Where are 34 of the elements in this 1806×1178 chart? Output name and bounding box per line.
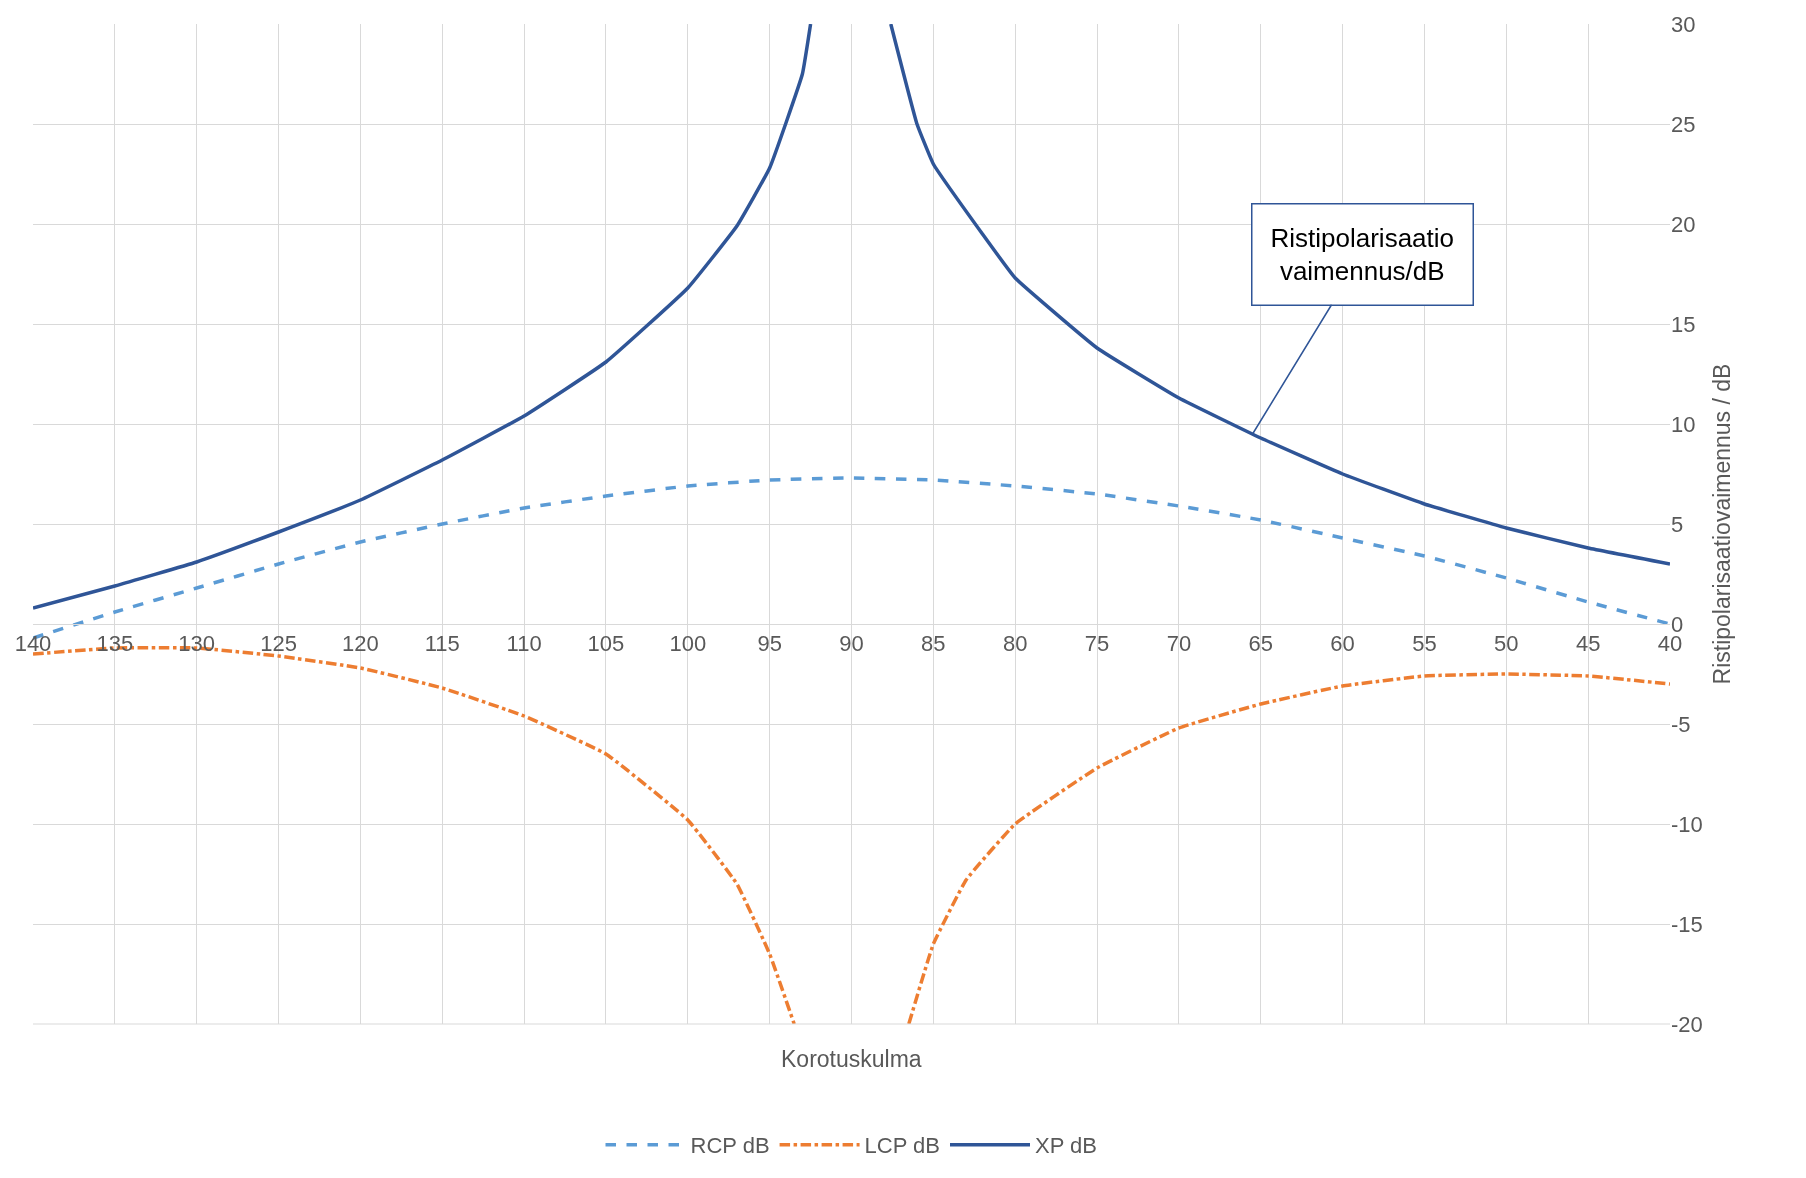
y-axis-title: Ristipolarisaatiovaimennus / dB: [1709, 363, 1736, 685]
y-tick-label: 30: [1671, 11, 1696, 37]
x-tick-label: 85: [921, 631, 946, 657]
y-tick-label: 25: [1671, 111, 1696, 137]
x-tick-label: 120: [342, 631, 379, 657]
x-tick-label: 115: [424, 631, 460, 657]
x-tick-label: 75: [1084, 631, 1110, 657]
legend-label: XP dB: [1035, 1133, 1097, 1159]
legend-label: RCP dB: [690, 1133, 770, 1159]
legend-label: LCP dB: [864, 1133, 940, 1159]
x-tick-label: 60: [1330, 631, 1355, 657]
y-tick-label: -20: [1671, 1011, 1703, 1037]
y-tick-label: 20: [1671, 211, 1696, 237]
x-tick-label: 105: [587, 631, 625, 657]
x-tick-label: 90: [839, 631, 864, 657]
x-tick-label: 140: [14, 631, 52, 657]
x-tick-label: 65: [1248, 631, 1273, 657]
y-tick-label: 5: [1671, 511, 1684, 537]
x-tick-label: 70: [1166, 631, 1192, 657]
y-tick-label: -5: [1671, 711, 1691, 737]
x-axis-title: Korotuskulma: [781, 1046, 922, 1072]
y-tick-label: -15: [1671, 911, 1703, 937]
y-tick-label: -10: [1671, 811, 1703, 837]
y-tick-label: 15: [1671, 311, 1696, 337]
x-tick-label: 110: [506, 631, 542, 657]
x-tick-label: 45: [1575, 631, 1601, 657]
x-tick-label: 80: [1002, 631, 1028, 657]
x-tick-label: 55: [1412, 631, 1437, 657]
x-tick-label: 125: [260, 631, 297, 657]
y-tick-label: 10: [1671, 411, 1696, 437]
x-tick-label: 50: [1494, 631, 1519, 657]
x-tick-label: 100: [669, 631, 707, 657]
x-tick-label: 95: [757, 631, 782, 657]
annotation: Ristipolarisaatio vaimennus/dB: [1270, 222, 1455, 287]
